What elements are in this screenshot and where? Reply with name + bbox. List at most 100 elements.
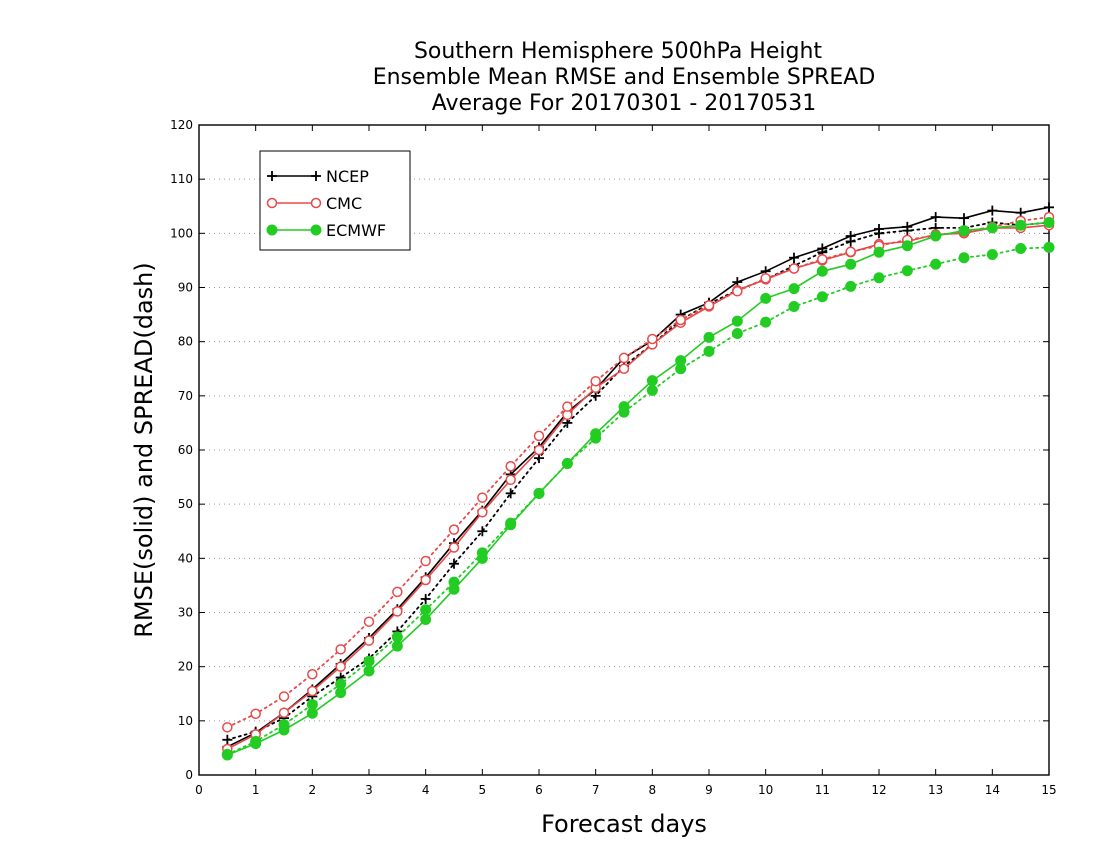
data-point-ncep-spread [845, 236, 856, 247]
data-point-cmc-spread [477, 492, 488, 503]
data-point-cmc-spread [562, 401, 573, 412]
legend-marker [311, 171, 321, 181]
data-point-ecmwf-spread [391, 631, 403, 643]
series-line-ecmwf-spread [226, 246, 1050, 756]
y-tick-label: 20 [178, 660, 193, 674]
x-tick-label: 8 [649, 783, 657, 797]
data-point-ncep-rmse [959, 213, 969, 224]
data-point-cmc-spread [505, 461, 516, 472]
data-point-ecmwf-spread [533, 487, 545, 499]
data-point-ncep-rmse [930, 212, 941, 223]
y-tick-label: 70 [178, 389, 193, 403]
series-ecmwf-rmse [221, 217, 1055, 761]
x-tick-label: 3 [365, 783, 373, 797]
data-point-ecmwf-spread [986, 248, 998, 260]
legend-box [259, 150, 411, 251]
data-point-cmc-spread [703, 300, 715, 311]
x-tick-label: 7 [592, 783, 600, 797]
y-tick-label: 0 [185, 768, 193, 782]
series-line-ecmwf-rmse [227, 221, 1050, 756]
data-point-cmc-rmse [278, 707, 290, 718]
chart-title: Southern Hemisphere 500hPa Height Ensemb… [373, 39, 876, 116]
y-tick-label: 30 [178, 606, 193, 620]
y-tick-label: 110 [170, 172, 193, 186]
x-axis-label: Forecast days [541, 810, 707, 838]
data-point-cmc-spread [618, 352, 630, 364]
series-line-ncep-rmse [226, 206, 1050, 748]
x-tick-label: 14 [985, 783, 1000, 797]
data-point-ecmwf-spread [675, 363, 687, 375]
data-point-ecmwf-rmse [420, 614, 432, 626]
legend-marker [267, 171, 277, 181]
data-point-cmc-rmse [533, 444, 545, 456]
series-ncep-spread [222, 217, 1054, 745]
data-point-ecmwf-spread [505, 517, 517, 529]
data-point-ecmwf-spread [335, 678, 347, 690]
data-point-cmc-spread [448, 524, 460, 535]
series-ecmwf-spread [221, 241, 1055, 760]
data-point-cmc-spread [392, 586, 403, 598]
data-point-cmc-rmse [307, 685, 318, 697]
data-point-ecmwf-rmse [760, 292, 772, 304]
data-point-ncep-spread [902, 225, 913, 236]
data-point-cmc-spread [533, 430, 545, 442]
data-point-cmc-spread [732, 286, 743, 297]
legend-label: NCEP [326, 167, 369, 186]
data-point-ecmwf-rmse [363, 665, 375, 677]
x-tick-label: 11 [815, 783, 830, 797]
data-point-cmc-rmse [392, 606, 403, 617]
data-point-ecmwf-rmse [930, 230, 942, 242]
data-point-ecmwf-rmse [646, 375, 658, 387]
x-tick-label: 10 [758, 783, 773, 797]
data-point-ecmwf-spread [476, 547, 488, 559]
x-tick-label: 15 [1041, 783, 1056, 797]
y-tick-label: 80 [178, 335, 193, 349]
data-point-ecmwf-spread [1043, 241, 1055, 253]
data-point-ecmwf-rmse [816, 265, 828, 277]
data-point-ecmwf-rmse [1015, 219, 1027, 231]
data-point-ecmwf-spread [618, 406, 630, 418]
data-point-cmc-spread [278, 691, 290, 702]
data-point-ncep-spread [505, 488, 516, 499]
data-point-ecmwf-rmse [703, 331, 715, 343]
data-point-cmc-spread [420, 555, 431, 567]
data-point-ncep-spread [874, 228, 884, 239]
data-point-ecmwf-spread [1015, 243, 1027, 254]
legend-label: ECMWF [326, 221, 386, 240]
y-tick-label: 10 [178, 714, 193, 728]
data-point-ecmwf-spread [590, 432, 602, 444]
legend-item-cmc: CMC [266, 194, 362, 213]
data-point-cmc-spread [760, 273, 771, 284]
x-tick-label: 12 [871, 783, 886, 797]
data-point-ncep-rmse [987, 205, 998, 216]
data-point-ecmwf-spread [448, 576, 460, 588]
data-point-ecmwf-spread [703, 345, 715, 357]
data-point-ecmwf-spread [306, 699, 318, 711]
legend-items: NCEP CMC ECMWF [266, 167, 386, 240]
data-point-cmc-spread [307, 669, 318, 680]
data-point-cmc-spread [817, 254, 828, 265]
series-line-cmc-rmse [226, 224, 1050, 750]
data-point-ecmwf-rmse [788, 283, 800, 295]
data-point-cmc-spread [675, 314, 686, 326]
data-point-cmc-spread [250, 708, 261, 720]
data-point-cmc-spread [845, 246, 856, 257]
data-point-ecmwf-spread [363, 655, 375, 667]
data-point-cmc-spread [335, 644, 346, 655]
x-tick-label: 0 [195, 783, 203, 797]
data-point-ecmwf-rmse [391, 640, 403, 652]
title-line-1: Southern Hemisphere 500hPa Height [414, 39, 822, 64]
legend-marker [310, 197, 322, 209]
data-point-ncep-spread [420, 593, 431, 604]
data-point-ecmwf-spread [873, 272, 885, 284]
data-point-cmc-rmse [363, 635, 375, 646]
legend-item-ecmwf: ECMWF [266, 221, 386, 240]
data-point-ecmwf-rmse [901, 240, 913, 252]
legend: NCEP CMC ECMWF [259, 150, 411, 251]
legend-marker [266, 197, 278, 209]
data-point-ecmwf-spread [788, 300, 800, 312]
data-point-cmc-rmse [335, 661, 346, 672]
grid-lines [199, 178, 1049, 722]
data-point-cmc-rmse [477, 507, 488, 518]
